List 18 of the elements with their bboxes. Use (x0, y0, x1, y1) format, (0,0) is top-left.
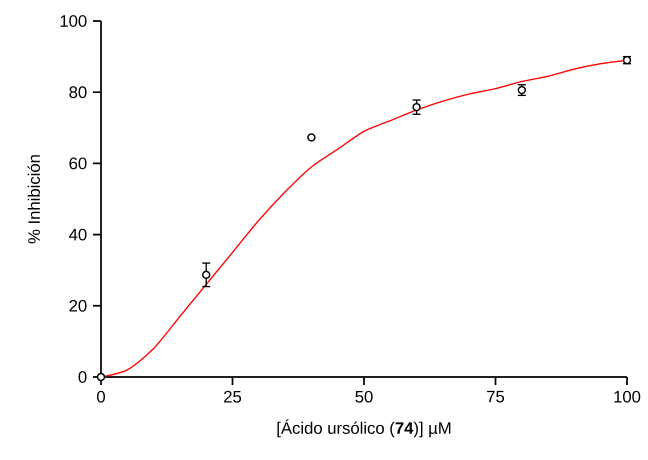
x-tick-label: 100 (614, 390, 640, 403)
x-tick-label: 50 (355, 390, 373, 403)
x-axis-title: [Ácido ursólico (74)] µM (278, 419, 450, 438)
point (202, 270, 210, 280)
point (307, 133, 316, 142)
y-tick-label: 80 (69, 86, 87, 98)
y-tick-label: 60 (69, 158, 87, 170)
x-tick-label: 25 (224, 390, 242, 403)
point (518, 86, 526, 94)
y-tick-label: 20 (69, 300, 87, 312)
x-tick-label: 75 (487, 390, 504, 402)
x-tick-label: 0 (97, 390, 105, 403)
y-tick-label: 0 (78, 371, 87, 383)
point (96, 372, 106, 382)
y-tick-label: 40 (69, 228, 87, 241)
y-axis-title: % Inhibición (28, 155, 40, 244)
point (412, 102, 421, 112)
y-tick-label: 100 (60, 15, 87, 27)
